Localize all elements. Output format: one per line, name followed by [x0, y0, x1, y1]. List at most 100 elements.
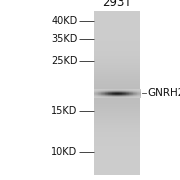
Bar: [127, 92, 128, 93]
Bar: [119, 89, 120, 90]
Bar: [119, 94, 120, 95]
Bar: [94, 106, 140, 107]
Bar: [130, 95, 131, 96]
Bar: [121, 94, 122, 95]
Bar: [121, 94, 122, 95]
Bar: [101, 91, 102, 92]
Bar: [96, 90, 97, 91]
Bar: [113, 94, 114, 95]
Bar: [107, 90, 108, 91]
Bar: [97, 97, 98, 98]
Bar: [94, 133, 140, 134]
Bar: [117, 94, 118, 95]
Bar: [122, 97, 123, 98]
Bar: [119, 94, 120, 95]
Bar: [102, 89, 103, 90]
Bar: [94, 96, 95, 97]
Bar: [115, 90, 116, 91]
Bar: [103, 96, 104, 97]
Bar: [138, 93, 139, 94]
Bar: [98, 94, 99, 95]
Bar: [119, 91, 120, 92]
Bar: [133, 92, 134, 93]
Bar: [135, 97, 136, 98]
Bar: [136, 94, 138, 95]
Bar: [103, 94, 104, 95]
Bar: [100, 94, 101, 95]
Bar: [94, 129, 140, 130]
Bar: [122, 95, 123, 96]
Bar: [139, 97, 140, 98]
Bar: [109, 95, 110, 96]
Bar: [119, 89, 120, 90]
Bar: [106, 97, 107, 98]
Bar: [94, 72, 140, 73]
Bar: [136, 94, 137, 95]
Bar: [108, 96, 109, 97]
Bar: [94, 90, 95, 91]
Bar: [106, 96, 107, 97]
Bar: [111, 90, 112, 91]
Bar: [94, 147, 140, 148]
Bar: [115, 92, 116, 93]
Bar: [132, 90, 133, 91]
Bar: [101, 91, 102, 92]
Bar: [116, 89, 117, 90]
Bar: [106, 93, 107, 94]
Bar: [108, 89, 109, 90]
Bar: [123, 89, 124, 90]
Bar: [94, 107, 140, 108]
Bar: [127, 90, 128, 91]
Bar: [101, 93, 102, 94]
Bar: [133, 92, 134, 93]
Bar: [109, 91, 110, 92]
Bar: [129, 97, 130, 98]
Bar: [102, 91, 103, 92]
Bar: [117, 94, 118, 95]
Bar: [129, 94, 130, 95]
Bar: [107, 91, 108, 92]
Bar: [108, 89, 109, 90]
Bar: [94, 94, 95, 95]
Bar: [132, 96, 133, 97]
Bar: [133, 97, 134, 98]
Bar: [95, 91, 96, 92]
Bar: [118, 96, 119, 97]
Bar: [95, 90, 96, 91]
Bar: [119, 92, 120, 93]
Bar: [108, 95, 109, 96]
Bar: [100, 92, 101, 93]
Bar: [125, 97, 126, 98]
Bar: [120, 95, 121, 96]
Bar: [105, 93, 106, 94]
Bar: [105, 91, 106, 92]
Bar: [97, 97, 98, 98]
Bar: [131, 90, 132, 91]
Bar: [114, 90, 115, 91]
Bar: [139, 93, 140, 94]
Bar: [125, 91, 126, 92]
Bar: [98, 96, 99, 97]
Bar: [115, 94, 116, 95]
Bar: [94, 159, 140, 160]
Bar: [99, 97, 100, 98]
Bar: [137, 93, 138, 94]
Bar: [137, 90, 138, 91]
Bar: [98, 92, 99, 93]
Bar: [110, 96, 111, 97]
Bar: [94, 153, 140, 154]
Bar: [104, 92, 105, 93]
Bar: [116, 96, 117, 97]
Bar: [130, 92, 131, 93]
Bar: [108, 94, 109, 95]
Bar: [97, 92, 98, 93]
Bar: [126, 95, 127, 96]
Bar: [94, 97, 95, 98]
Bar: [98, 96, 99, 97]
Bar: [106, 90, 107, 91]
Bar: [138, 89, 139, 90]
Bar: [108, 92, 109, 93]
Bar: [94, 139, 140, 140]
Bar: [94, 144, 140, 145]
Bar: [100, 97, 101, 98]
